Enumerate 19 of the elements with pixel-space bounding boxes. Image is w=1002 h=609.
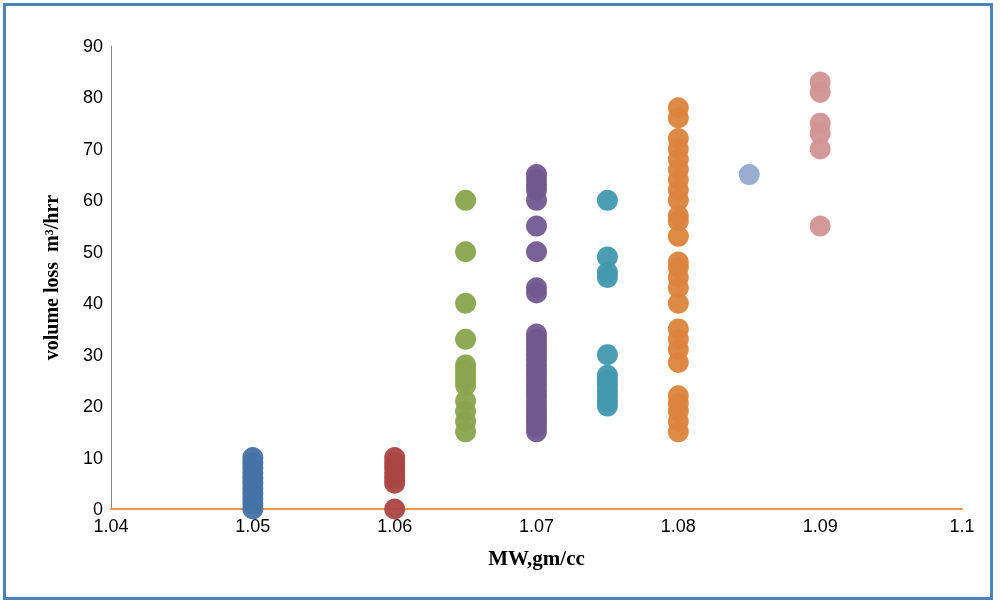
- x-tick-label: 1.09: [802, 516, 838, 536]
- x-tick-label: 1.04: [93, 516, 129, 536]
- y-tick-label: 20: [82, 396, 103, 417]
- x-axis-title: MW,gm/cc: [488, 545, 585, 570]
- y-tick-label: 90: [82, 36, 103, 56]
- y-axis-title: volume loss m³/hrr: [40, 194, 62, 361]
- y-tick-label: 30: [82, 344, 103, 365]
- x-tick-label: 1.1: [949, 516, 975, 536]
- x-tick-label: 1.06: [377, 516, 413, 536]
- x-tick-label: 1.07: [518, 516, 555, 536]
- x-tick-label: 1.08: [660, 516, 696, 536]
- y-tick-label: 80: [82, 87, 103, 108]
- y-tick-label: 10: [82, 447, 103, 468]
- y-tick-label: 0: [92, 499, 103, 519]
- y-tick-label: 40: [82, 293, 103, 314]
- y-tick-label: 70: [82, 138, 103, 159]
- x-tick-label: 1.05: [235, 516, 271, 536]
- y-tick-label: 50: [82, 241, 103, 262]
- y-tick-label: 60: [82, 190, 103, 211]
